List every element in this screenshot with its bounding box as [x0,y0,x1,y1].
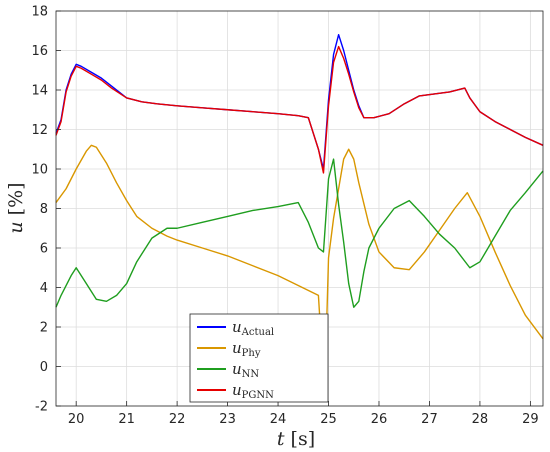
y-axis-label: u [%] [5,182,27,233]
y-tick-label: 2 [40,321,48,336]
x-axis-label-unit: [s] [291,428,316,450]
legend-var: u [232,339,242,357]
x-tick-label: 25 [320,412,337,427]
legend-sub: Phy [242,348,261,359]
y-tick-label: 10 [31,163,48,178]
x-tick-label: 26 [371,412,388,427]
y-tick-label: 6 [40,242,48,257]
x-tick-label: 22 [169,412,186,427]
legend-sub: NN [242,369,260,380]
x-tick-label: 27 [421,412,438,427]
legend-entry-phy: uPhy [232,339,261,359]
legend-entry-actual: uActual [232,318,274,338]
y-tick-label: -2 [35,400,48,415]
y-tick-label: 12 [31,123,48,138]
y-axis-label-var: u [5,221,27,233]
legend-sub: Actual [241,327,274,338]
y-tick-label: 14 [31,84,48,99]
x-tick-label: 23 [219,412,236,427]
x-axis-label-var: t [277,428,285,450]
legend-entry-nn: uNN [232,360,259,380]
legend-box [189,313,329,403]
y-tick-label: 16 [31,44,48,59]
series-line-nn [55,158,544,308]
y-tick-label: 4 [40,281,48,296]
y-axis-label-unit: [%] [5,182,27,215]
x-tick-label: 28 [472,412,489,427]
x-tick-label: 21 [118,412,135,427]
legend-sub: PGNN [242,390,274,401]
y-tick-label: 0 [40,360,48,375]
x-tick-label: 20 [68,412,85,427]
series-line-pgnn [55,45,544,174]
series-layer [55,34,544,395]
legend-entry-pgnn: uPGNN [232,381,274,401]
y-tick-label: 18 [31,5,48,20]
legend-var: u [232,381,242,399]
y-tick-label: 8 [40,202,48,217]
x-axis-label: t [s] [277,428,315,450]
legend-var: u [232,318,242,336]
legend-var: u [232,360,242,378]
x-tick-label: 29 [522,412,539,427]
x-tick-label: 24 [270,412,287,427]
